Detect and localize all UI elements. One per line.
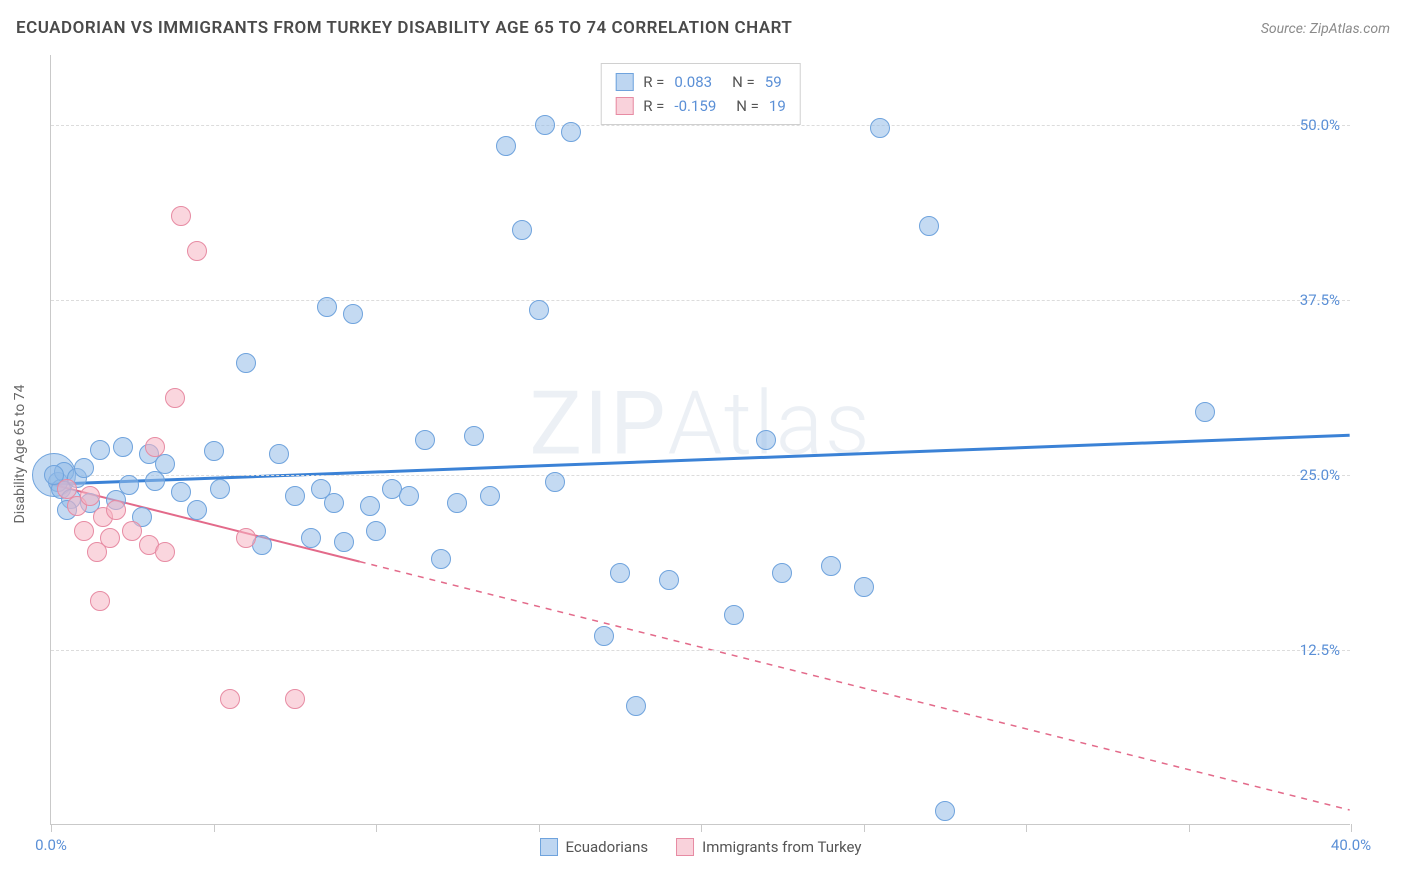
data-point (415, 430, 435, 450)
gridline (51, 125, 1350, 126)
data-point (285, 486, 305, 506)
data-point (90, 440, 110, 460)
trend-lines (51, 55, 1350, 824)
xtick (1026, 824, 1027, 832)
data-point (529, 300, 549, 320)
xtick (701, 824, 702, 832)
data-point (594, 626, 614, 646)
source-label: Source: ZipAtlas.com (1261, 21, 1390, 37)
data-point (122, 521, 142, 541)
data-point (236, 528, 256, 548)
data-point (106, 500, 126, 520)
data-point (480, 486, 500, 506)
data-point (399, 486, 419, 506)
data-point (285, 689, 305, 709)
data-point (366, 521, 386, 541)
xtick-label: 0.0% (35, 836, 67, 854)
chart-area: ZIPAtlas R = 0.083 N = 59 R = -0.159 N =… (50, 55, 1350, 825)
data-point (324, 493, 344, 513)
legend-stats: R = 0.083 N = 59 R = -0.159 N = 19 (600, 63, 801, 125)
xtick (864, 824, 865, 832)
data-point (171, 206, 191, 226)
data-point (155, 542, 175, 562)
data-point (171, 482, 191, 502)
data-point (113, 437, 133, 457)
data-point (447, 493, 467, 513)
data-point (626, 696, 646, 716)
data-point (74, 521, 94, 541)
data-point (610, 563, 630, 583)
xtick (376, 824, 377, 832)
data-point (210, 479, 230, 499)
ytick-label: 37.5% (1300, 291, 1340, 309)
data-point (74, 458, 94, 478)
data-point (220, 689, 240, 709)
data-point (119, 475, 139, 495)
data-point (317, 297, 337, 317)
data-point (659, 570, 679, 590)
xtick (1351, 824, 1352, 832)
data-point (535, 115, 555, 135)
data-point (545, 472, 565, 492)
gridline (51, 650, 1350, 651)
swatch-pink-icon (676, 838, 694, 856)
y-axis-label: Disability Age 65 to 74 (12, 385, 28, 524)
data-point (80, 486, 100, 506)
data-point (772, 563, 792, 583)
data-point (464, 426, 484, 446)
data-point (269, 444, 289, 464)
legend-item-turkey: Immigrants from Turkey (676, 838, 861, 856)
data-point (561, 122, 581, 142)
data-point (919, 216, 939, 236)
data-point (512, 220, 532, 240)
data-point (756, 430, 776, 450)
legend-row-turkey: R = -0.159 N = 19 (615, 94, 786, 118)
data-point (496, 136, 516, 156)
chart-title: ECUADORIAN VS IMMIGRANTS FROM TURKEY DIS… (16, 18, 792, 38)
data-point (724, 605, 744, 625)
data-point (145, 437, 165, 457)
xtick (539, 824, 540, 832)
data-point (100, 528, 120, 548)
data-point (204, 441, 224, 461)
data-point (155, 454, 175, 474)
data-point (165, 388, 185, 408)
data-point (187, 241, 207, 261)
swatch-pink (615, 97, 633, 115)
ytick-label: 12.5% (1300, 641, 1340, 659)
data-point (821, 556, 841, 576)
swatch-blue (615, 73, 633, 91)
xtick-label: 40.0% (1331, 836, 1371, 854)
data-point (343, 304, 363, 324)
data-point (935, 801, 955, 821)
data-point (431, 549, 451, 569)
data-point (1195, 402, 1215, 422)
data-point (90, 591, 110, 611)
data-point (870, 118, 890, 138)
xtick (51, 824, 52, 832)
data-point (301, 528, 321, 548)
legend-series: Ecuadorians Immigrants from Turkey (540, 838, 862, 856)
watermark: ZIPAtlas (529, 373, 871, 476)
legend-item-ecuadorians: Ecuadorians (540, 838, 649, 856)
ytick-label: 25.0% (1300, 466, 1340, 484)
xtick (1189, 824, 1190, 832)
data-point (236, 353, 256, 373)
gridline (51, 300, 1350, 301)
data-point (360, 496, 380, 516)
data-point (187, 500, 207, 520)
swatch-blue-icon (540, 838, 558, 856)
data-point (334, 532, 354, 552)
gridline (51, 475, 1350, 476)
legend-row-ecuadorians: R = 0.083 N = 59 (615, 70, 786, 94)
data-point (854, 577, 874, 597)
ytick-label: 50.0% (1300, 116, 1340, 134)
xtick (214, 824, 215, 832)
